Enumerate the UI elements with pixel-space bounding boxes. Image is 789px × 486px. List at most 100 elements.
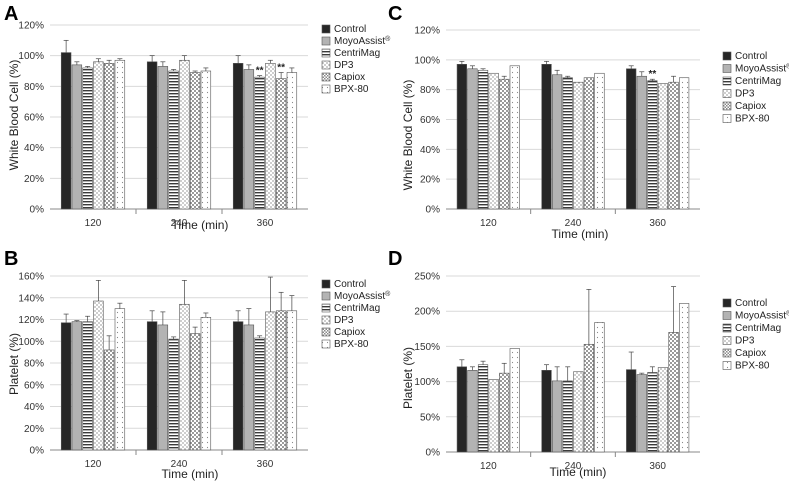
y-tick-label: 80% [24, 82, 44, 93]
legend-label: DP3 [334, 60, 354, 71]
bar [103, 349, 115, 451]
bar [254, 337, 265, 451]
y-tick-label: 60% [420, 115, 440, 126]
y-tick-label: 80% [24, 359, 44, 370]
legend-label: Control [334, 24, 366, 35]
legend-label: Capiox [334, 327, 365, 338]
legend-swatch [722, 101, 732, 111]
panel-label: C [388, 3, 402, 25]
bar [114, 59, 126, 210]
bar [657, 83, 669, 210]
bar [82, 67, 93, 210]
legend-swatch [321, 24, 331, 34]
x-tick-label: 360 [257, 459, 274, 470]
legend-label: DP3 [735, 336, 755, 347]
panel-label: A [4, 3, 18, 25]
y-tick-label: 40% [24, 143, 44, 154]
legend-swatch [722, 311, 732, 320]
panel-label: B [4, 248, 18, 270]
bar [60, 322, 72, 451]
x-tick-label: 360 [649, 461, 666, 472]
legend-swatch [722, 336, 732, 345]
bar [275, 310, 287, 451]
legend-swatch [321, 84, 331, 94]
panel-B: B 0% 20% 40% 60% 80% 100% 120% 140% 160% 120 240 36… [4, 248, 391, 481]
y-tick-label: 100% [414, 377, 440, 388]
legend-A: ControlMoyoAssist®CentriMagDP3CapioxBPX-… [321, 24, 391, 95]
legend-swatch [722, 51, 732, 61]
legend-label: CentriMag [334, 303, 380, 314]
bar [583, 77, 594, 210]
significance-marker: ** [648, 69, 656, 80]
bar [71, 64, 83, 210]
bar [594, 72, 605, 210]
y-tick-label: 200% [414, 307, 440, 318]
x-axis-title: Time (min) [172, 218, 229, 232]
bar [157, 324, 169, 451]
x-tick-label: 120 [85, 459, 102, 470]
bar [168, 70, 179, 210]
y-tick-label: 20% [24, 174, 44, 185]
bar [275, 78, 287, 210]
bar [509, 348, 520, 453]
y-tick-label: 60% [24, 113, 44, 124]
legend-swatch [722, 298, 732, 308]
legend-label: MoyoAssist® [334, 290, 391, 302]
bar [477, 69, 489, 210]
y-tick-label: 0% [426, 205, 441, 216]
bar [179, 303, 190, 451]
panel-A: A 0% 20% 40% 60% 80% 100% 120% 120 240 360 ** ** Ti… [4, 3, 391, 232]
bar [103, 63, 115, 210]
plot-D: 0% 50% 100% 150% 200% 250% 120 240 360 [414, 272, 700, 472]
legend-swatch [722, 64, 732, 73]
bar [657, 367, 669, 453]
legend-swatch [321, 291, 331, 301]
y-tick-label: 50% [420, 412, 440, 423]
legend-label: CentriMag [735, 323, 781, 334]
bar [200, 317, 212, 451]
legend-swatch [321, 72, 331, 82]
bar [265, 311, 276, 451]
legend-swatch [321, 339, 331, 349]
bar [477, 364, 489, 453]
legend-label: Control [334, 279, 366, 290]
bar [488, 379, 499, 453]
bar [243, 324, 255, 451]
bar [93, 300, 104, 451]
bar [456, 64, 467, 210]
y-tick-label: 0% [426, 448, 441, 459]
legend-swatch [722, 348, 732, 358]
y-tick-label: 20% [420, 175, 440, 186]
x-tick-label: 240 [171, 459, 188, 470]
y-tick-label: 0% [30, 446, 45, 457]
bar [82, 321, 93, 451]
legend-label: BPX-80 [334, 339, 369, 350]
y-tick-label: 40% [420, 145, 440, 156]
x-axis-title: Time (min) [552, 227, 609, 241]
panel-label: D [388, 248, 402, 270]
bar [509, 65, 520, 210]
y-tick-label: 40% [24, 402, 44, 413]
legend-label: CentriMag [334, 48, 380, 59]
legend-B: ControlMoyoAssist®CentriMagDP3CapioxBPX-… [321, 279, 391, 350]
significance-marker: ** [256, 66, 264, 77]
bar [146, 321, 158, 451]
bar [189, 333, 201, 451]
bar [467, 68, 478, 210]
bar [254, 76, 265, 210]
legend-label: DP3 [334, 315, 354, 326]
bar [71, 321, 83, 451]
plot-B: 0% 20% 40% 60% 80% 100% 120% 140% 160% 120 240 360 [18, 272, 308, 470]
bar [552, 74, 563, 210]
y-tick-label: 20% [24, 424, 44, 435]
x-tick-label: 120 [480, 218, 497, 229]
x-tick-label: 240 [565, 218, 582, 229]
bar [168, 338, 179, 451]
legend-label: Capiox [334, 72, 365, 83]
legend-label: DP3 [735, 89, 755, 100]
bar [60, 52, 72, 210]
legend-label: MoyoAssist® [735, 310, 789, 322]
legend-swatch [321, 36, 331, 46]
